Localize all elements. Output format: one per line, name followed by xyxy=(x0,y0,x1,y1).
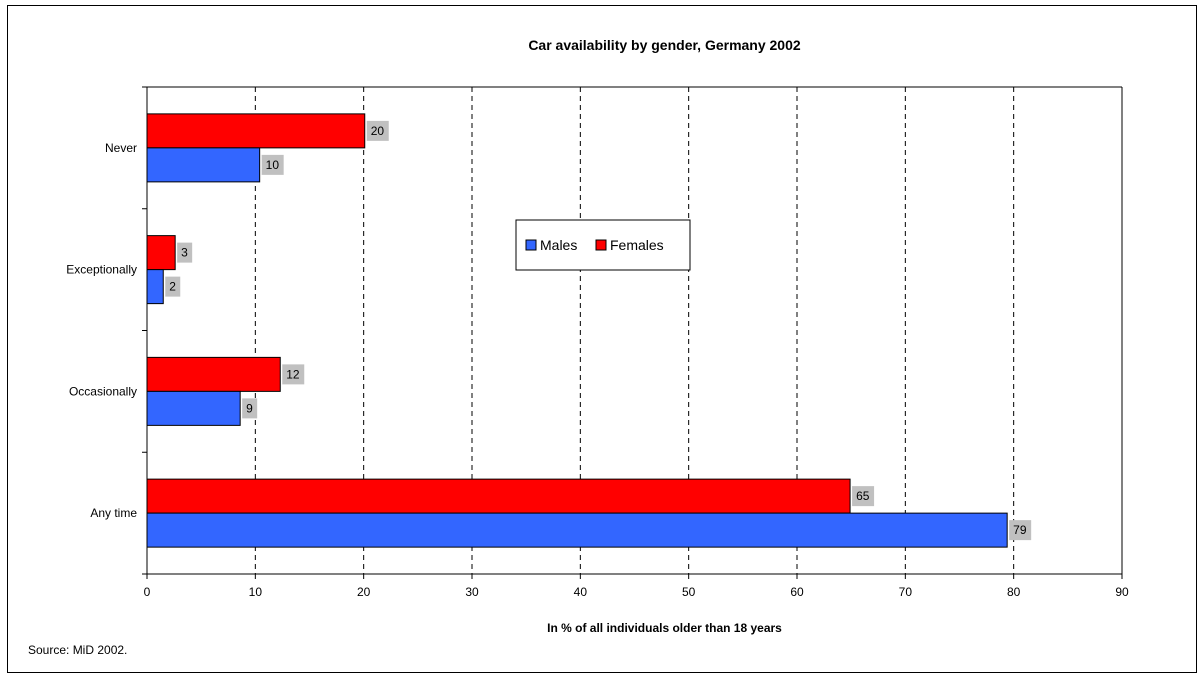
data-label-background xyxy=(282,364,305,385)
data-label: 2 xyxy=(169,280,176,294)
data-label: 9 xyxy=(246,401,253,415)
bar-males xyxy=(146,390,241,426)
x-tick-label: 90 xyxy=(1115,585,1129,599)
y-category-label: Any time xyxy=(90,506,137,520)
bar-females xyxy=(146,356,281,392)
bar-males xyxy=(146,147,261,183)
bar-males xyxy=(146,512,1008,548)
bar-males xyxy=(146,269,164,305)
data-label-background xyxy=(177,242,193,263)
x-tick-label: 60 xyxy=(790,585,804,599)
data-label-background xyxy=(242,398,258,419)
axes: 0 10 20 30 40 50 60 70 80 90 Never Exceptionally Occ… xyxy=(66,86,1129,599)
y-category-label: Exceptionally xyxy=(66,263,137,277)
data-label: 10 xyxy=(266,158,280,172)
legend-swatch-males xyxy=(525,239,537,251)
data-label: 79 xyxy=(1013,523,1027,537)
data-label-background xyxy=(1009,520,1032,541)
grid xyxy=(147,86,1123,574)
data-label-background xyxy=(366,120,389,141)
x-axis-label: In % of all individuals older than 18 ye… xyxy=(547,621,782,635)
legend-swatch-females xyxy=(595,239,607,251)
data-label: 20 xyxy=(371,124,385,138)
bar-females xyxy=(146,478,851,514)
data-labels: 20 10 3 2 12 9 65 79 xyxy=(165,120,1032,541)
x-tick-label: 40 xyxy=(574,585,588,599)
legend-label-males: Males xyxy=(540,237,577,253)
x-tick-label: 30 xyxy=(465,585,479,599)
legend-label-females: Females xyxy=(610,237,664,253)
y-category-label: Never xyxy=(105,141,137,155)
bar-females xyxy=(146,235,176,271)
source-note: Source: MiD 2002. xyxy=(28,643,127,657)
x-tick-label: 0 xyxy=(144,585,151,599)
x-tick-label: 20 xyxy=(357,585,371,599)
bars xyxy=(146,113,1008,548)
data-label-background xyxy=(261,154,284,175)
bar-females xyxy=(146,113,366,149)
chart-frame: Car availability by gender, Germany 2002… xyxy=(7,5,1197,673)
x-tick-label: 80 xyxy=(1007,585,1021,599)
legend: Males Females xyxy=(515,219,691,271)
data-label: 12 xyxy=(286,367,300,381)
data-label-background xyxy=(852,486,875,507)
chart-title: Car availability by gender, Germany 2002 xyxy=(528,37,801,53)
x-tick-label: 70 xyxy=(899,585,913,599)
chart: Car availability by gender, Germany 2002… xyxy=(28,37,1129,657)
x-tick-label: 50 xyxy=(682,585,696,599)
data-label: 65 xyxy=(856,489,870,503)
y-category-label: Occasionally xyxy=(69,384,137,398)
data-label: 3 xyxy=(181,246,188,260)
x-tick-label: 10 xyxy=(249,585,263,599)
data-label-background xyxy=(165,276,181,297)
